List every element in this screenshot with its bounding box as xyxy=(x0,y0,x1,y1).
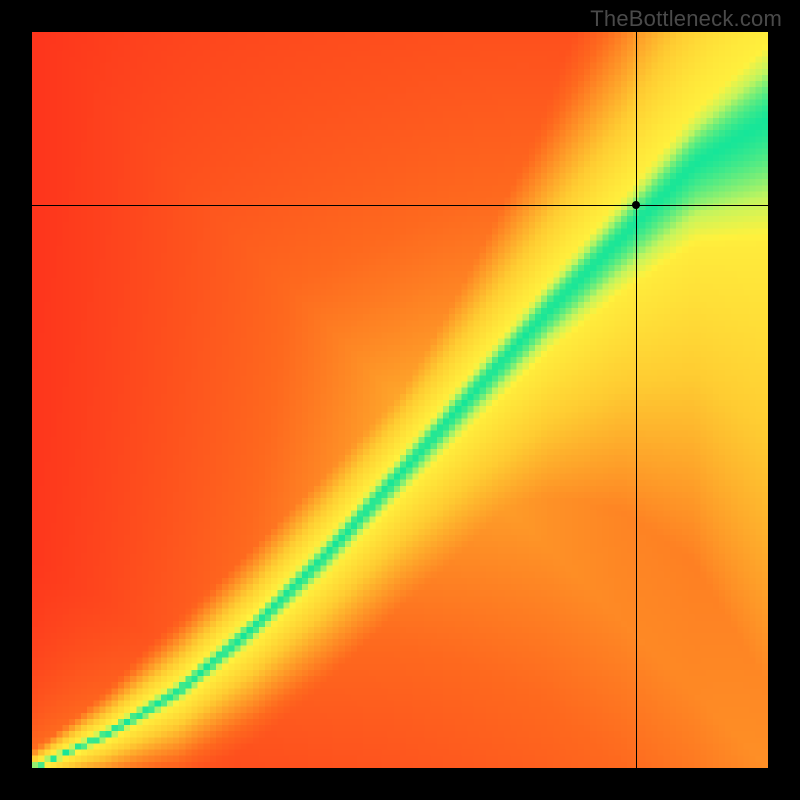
crosshair-vertical xyxy=(636,32,637,768)
heatmap-canvas xyxy=(32,32,768,768)
watermark-text: TheBottleneck.com xyxy=(590,6,782,32)
bottleneck-heatmap xyxy=(32,32,768,768)
crosshair-horizontal xyxy=(32,205,768,206)
crosshair-marker[interactable] xyxy=(632,201,640,209)
